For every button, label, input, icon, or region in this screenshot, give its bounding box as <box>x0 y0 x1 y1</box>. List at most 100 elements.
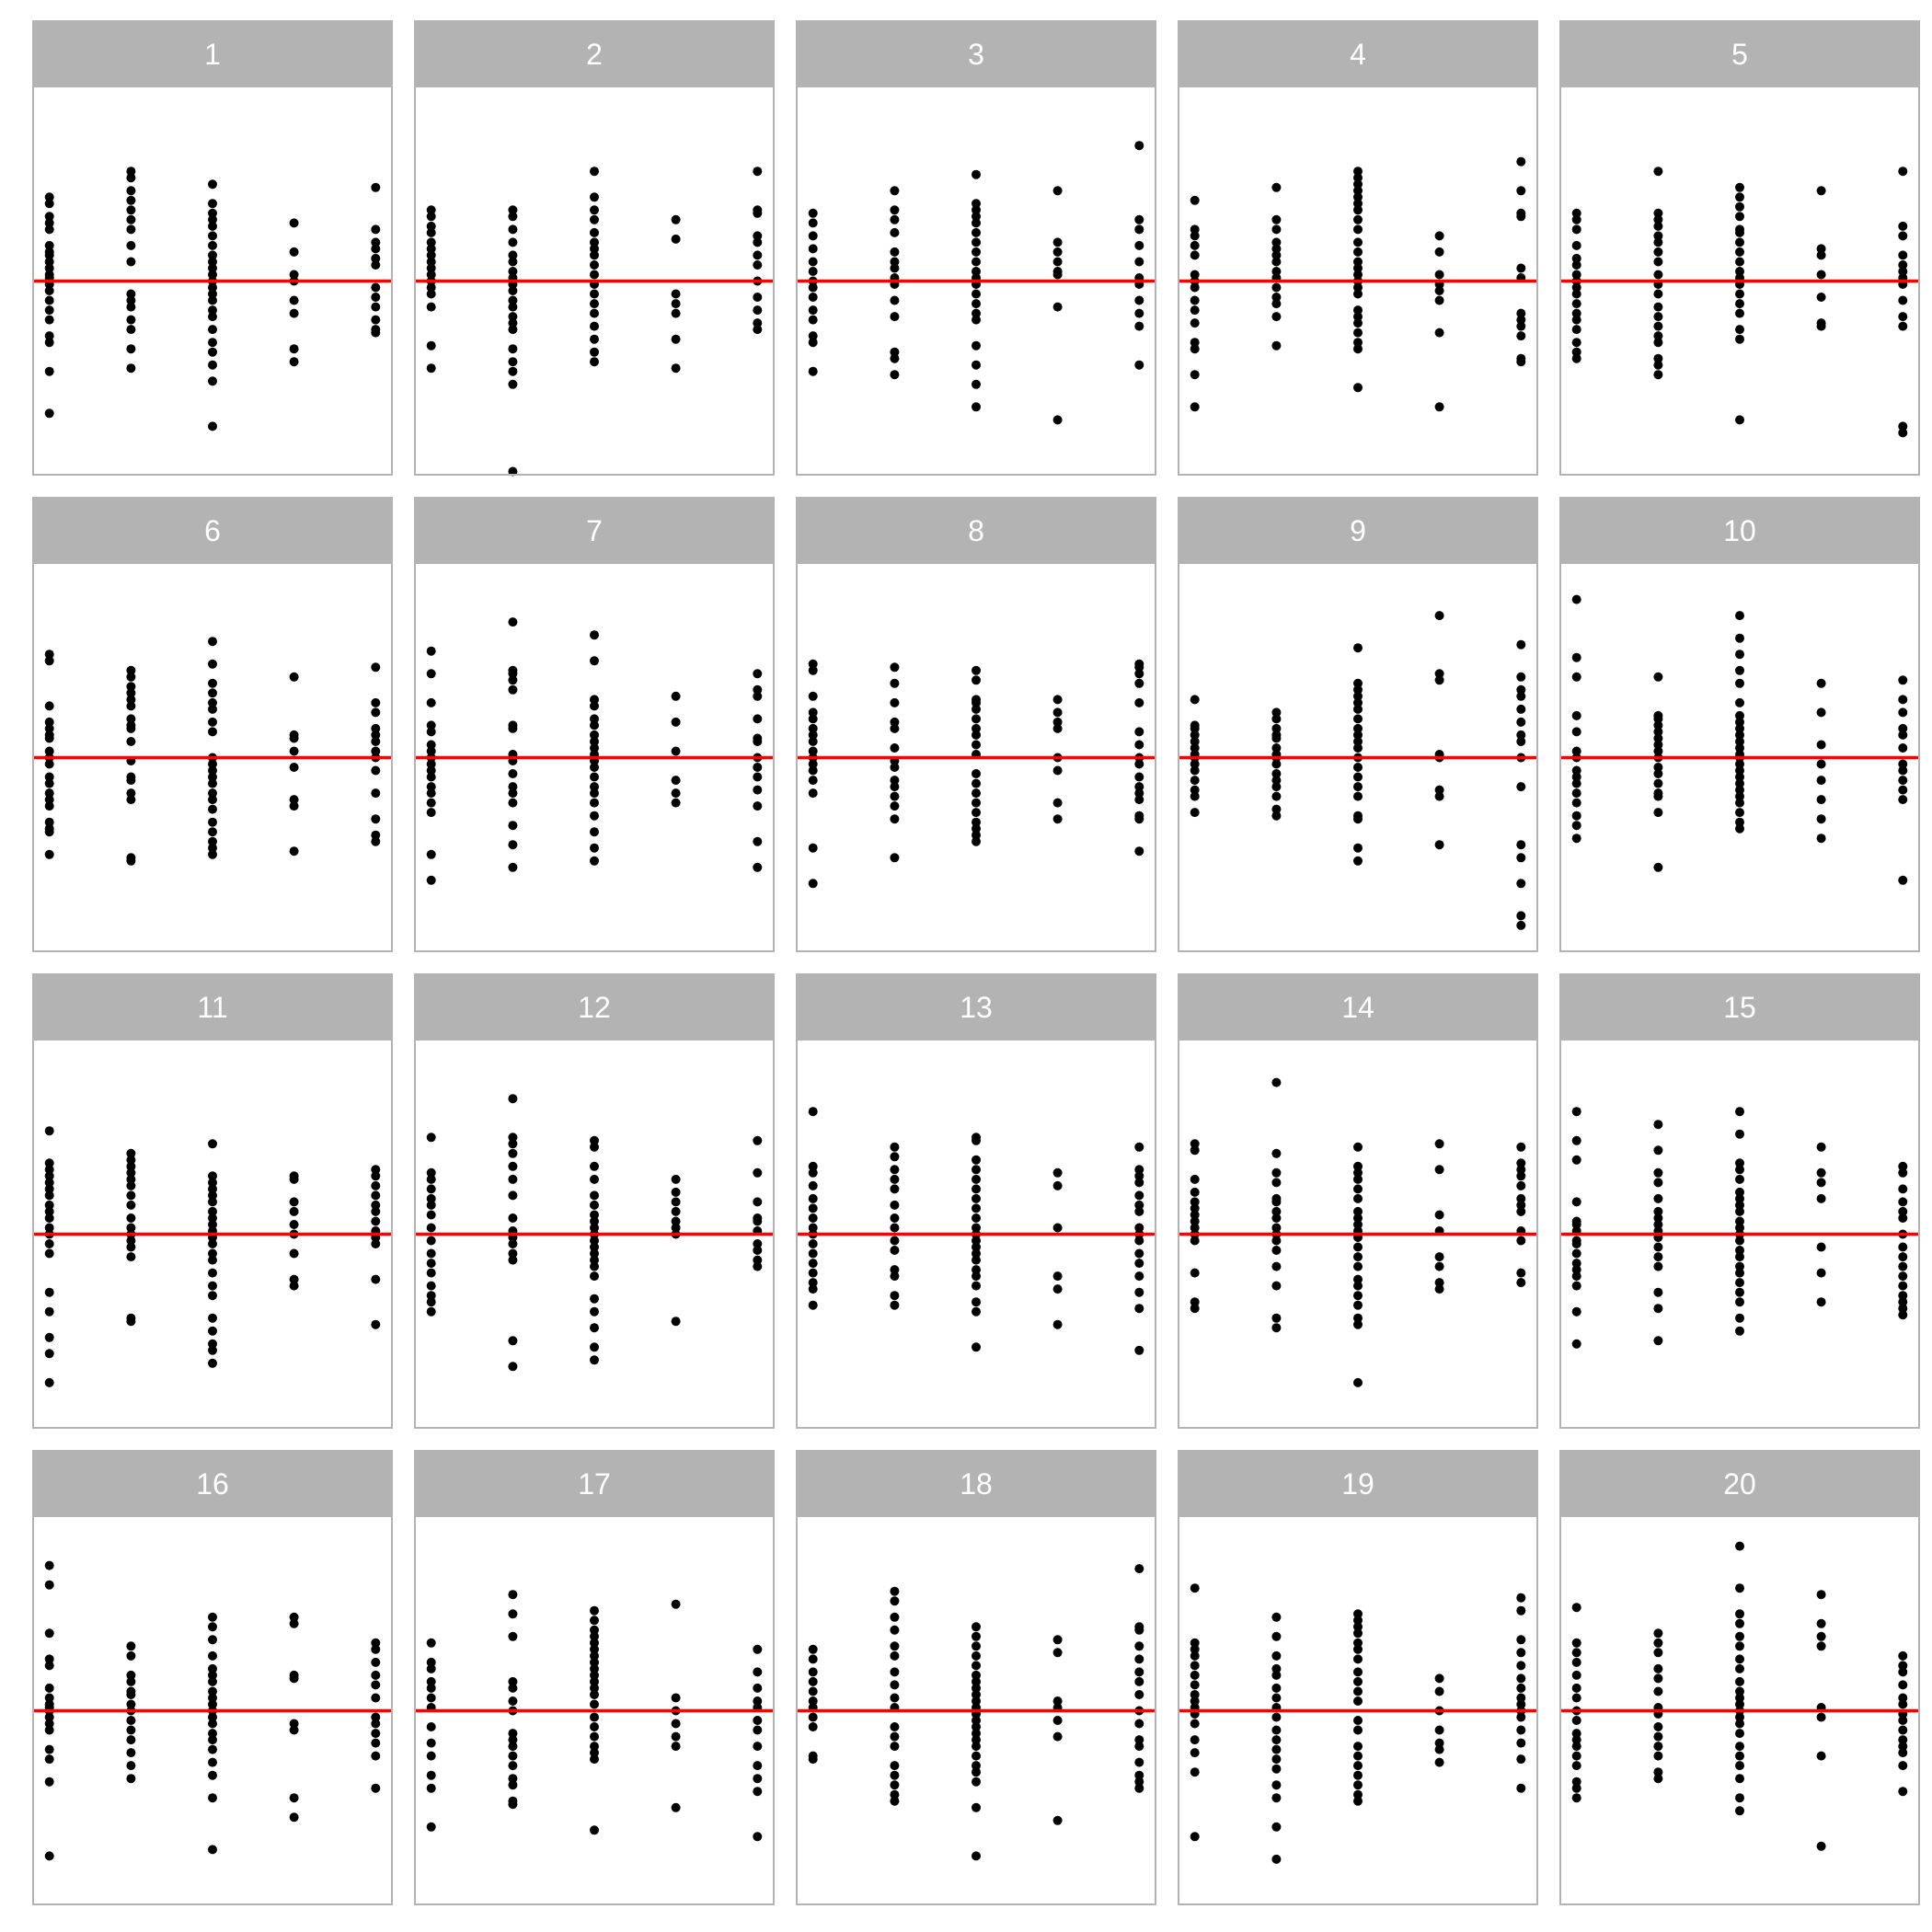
data-point <box>972 1751 981 1761</box>
data-point <box>753 714 763 724</box>
data-point <box>671 717 681 727</box>
data-point <box>808 305 818 316</box>
data-point <box>44 263 54 273</box>
data-point <box>1052 1223 1063 1233</box>
data-point <box>44 1190 54 1201</box>
data-point <box>590 798 599 808</box>
data-point <box>289 344 299 354</box>
data-point <box>126 723 136 733</box>
data-point <box>371 1239 381 1248</box>
data-point <box>890 214 900 224</box>
data-point <box>1190 295 1200 305</box>
data-point <box>1134 795 1144 805</box>
data-point <box>1353 1696 1363 1706</box>
data-point <box>208 1744 217 1754</box>
data-point <box>1052 247 1063 257</box>
data-point <box>890 1586 900 1596</box>
data-point <box>371 1738 381 1748</box>
data-point <box>1271 1650 1282 1661</box>
data-point <box>1134 1667 1144 1677</box>
data-point <box>1516 1673 1526 1684</box>
data-point <box>1353 1161 1363 1171</box>
data-point <box>126 1167 136 1178</box>
data-point <box>126 363 136 374</box>
data-point <box>1653 1220 1663 1229</box>
data-point <box>1653 862 1663 872</box>
data-point <box>1898 267 1908 276</box>
data-point <box>890 1213 900 1223</box>
facet-panel-20: 20 <box>1559 1450 1920 1905</box>
data-point <box>1434 669 1444 679</box>
data-point <box>753 1832 763 1842</box>
data-point <box>890 370 900 380</box>
data-point <box>1735 717 1744 727</box>
data-point <box>208 637 217 647</box>
data-point <box>1190 344 1200 354</box>
data-point <box>1271 1670 1282 1680</box>
data-point <box>208 1326 217 1336</box>
data-point <box>126 315 136 325</box>
data-point <box>1134 846 1144 857</box>
data-point <box>426 1268 436 1278</box>
data-point <box>1816 1618 1826 1628</box>
data-point <box>1190 776 1200 786</box>
data-point <box>208 727 217 737</box>
data-point <box>590 227 599 237</box>
data-point <box>371 260 381 270</box>
data-point <box>1516 911 1526 921</box>
data-point <box>1052 1731 1063 1742</box>
data-point <box>1134 1165 1144 1175</box>
data-point <box>508 295 518 305</box>
data-point <box>208 849 217 859</box>
facet-panel-16: 16 <box>32 1450 393 1905</box>
data-point <box>753 1667 763 1677</box>
data-point <box>972 289 981 299</box>
data-point <box>126 776 136 786</box>
data-point <box>1735 737 1744 746</box>
data-point <box>590 1625 599 1635</box>
data-point <box>590 1644 599 1654</box>
data-point <box>1353 1300 1363 1310</box>
data-point <box>44 250 54 260</box>
facet-strip-label: 19 <box>1341 1467 1374 1501</box>
data-point <box>1353 704 1363 714</box>
data-point <box>508 769 518 778</box>
data-point <box>508 1248 518 1259</box>
data-point <box>44 788 54 799</box>
data-point <box>972 257 981 267</box>
data-point <box>671 234 681 244</box>
data-point <box>972 788 981 799</box>
data-point <box>126 672 136 682</box>
data-point <box>1353 1725 1363 1735</box>
data-point <box>1571 308 1581 318</box>
data-point <box>590 1236 599 1246</box>
data-point <box>1735 743 1744 753</box>
data-point <box>1516 1738 1526 1748</box>
data-point <box>590 1699 599 1709</box>
data-point <box>1898 1667 1908 1677</box>
data-point <box>1653 1213 1663 1223</box>
data-point <box>1653 733 1663 743</box>
data-point <box>972 1641 981 1651</box>
data-point <box>1653 1145 1663 1156</box>
data-point <box>890 1596 900 1606</box>
data-point <box>1271 1854 1282 1864</box>
data-point <box>289 357 299 367</box>
data-point <box>1735 334 1744 344</box>
data-point <box>1353 782 1363 792</box>
data-point <box>1898 1310 1908 1320</box>
data-point <box>808 1193 818 1203</box>
data-point <box>44 1178 54 1188</box>
data-point <box>1271 312 1282 322</box>
data-point <box>44 1560 54 1570</box>
panel-border <box>1559 973 1920 1429</box>
data-point <box>426 1281 436 1291</box>
data-point <box>289 672 299 682</box>
data-point <box>1134 1735 1144 1745</box>
data-point <box>1190 282 1200 293</box>
data-point <box>671 776 681 786</box>
data-point <box>671 214 681 224</box>
data-point <box>508 1683 518 1693</box>
data-point <box>1898 1748 1908 1758</box>
data-point <box>508 286 518 295</box>
